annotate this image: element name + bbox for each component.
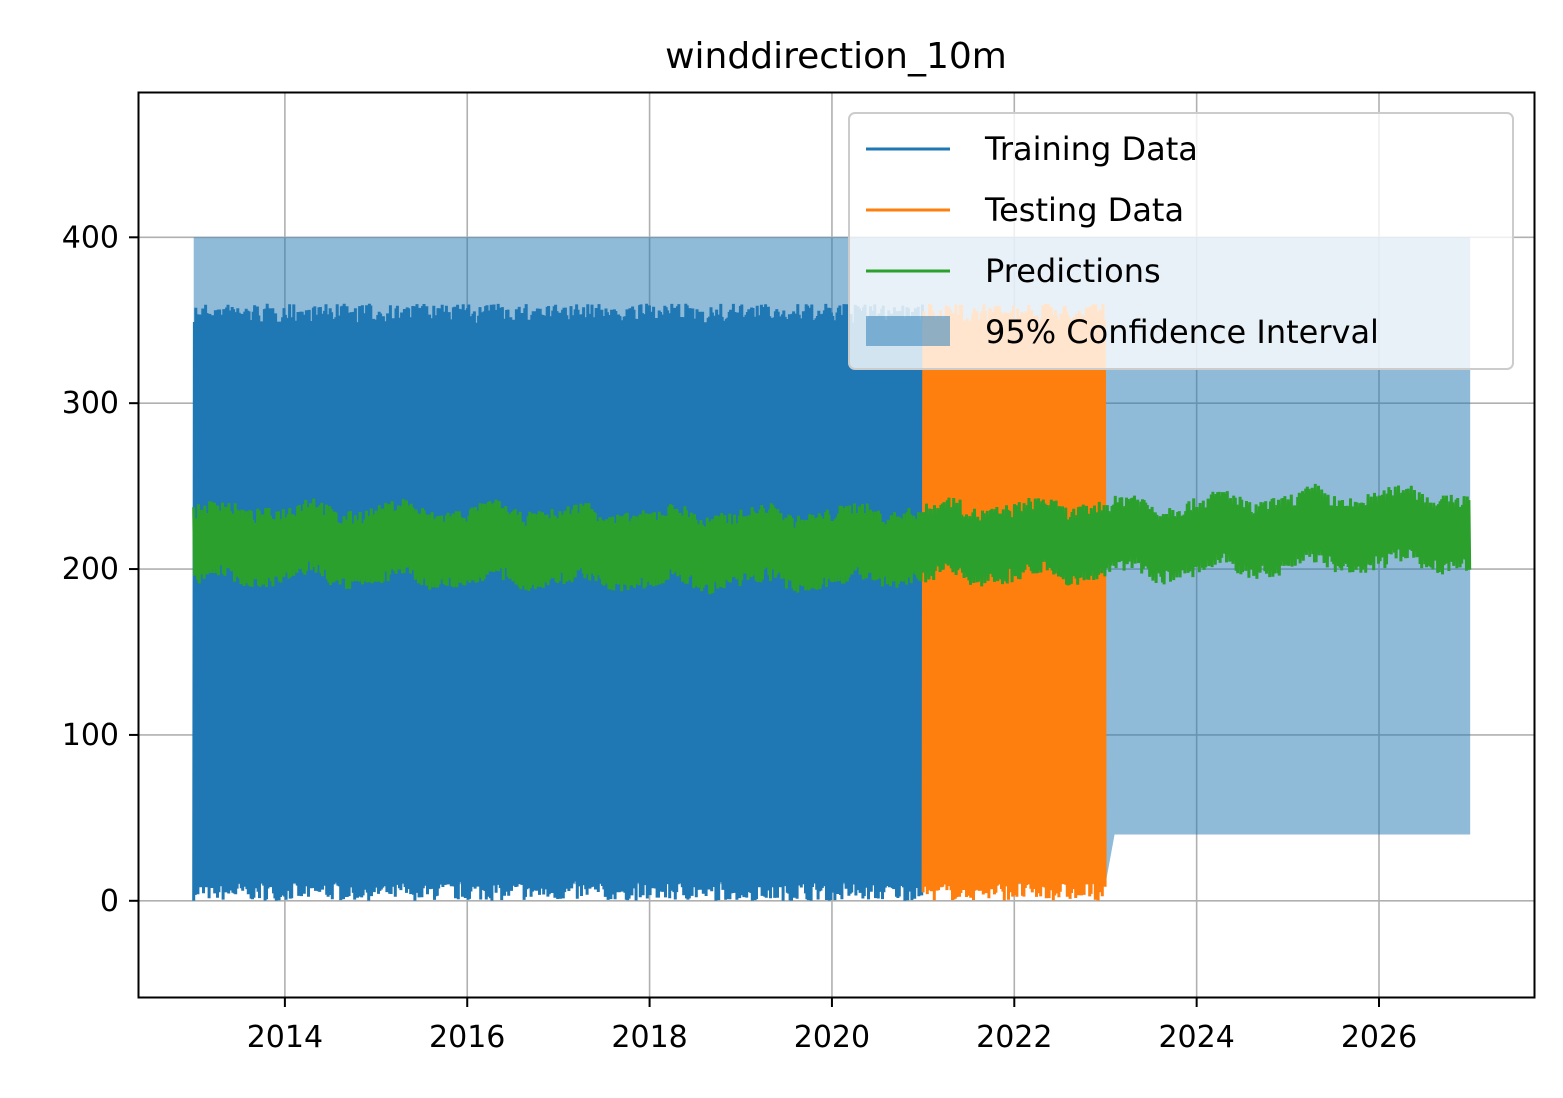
x-tick-label: 2020	[794, 1020, 870, 1055]
x-tick-label: 2016	[429, 1020, 505, 1055]
y-tick-label: 300	[62, 386, 119, 421]
legend: Training Data Testing Data Predictions 95% …	[848, 112, 1514, 370]
testing-data-line	[921, 303, 1107, 901]
x-tick-label: 2026	[1341, 1020, 1417, 1055]
x-tick-label: 2024	[1158, 1020, 1234, 1055]
y-tick-label: 200	[62, 552, 119, 587]
y-tick-label: 0	[100, 884, 119, 919]
series-lines	[192, 303, 1472, 901]
predictions-line	[192, 483, 1472, 595]
chart-title: winddirection_10m	[665, 36, 1007, 77]
legend-label: Training Data	[984, 130, 1198, 168]
legend-label: Testing Data	[984, 191, 1184, 229]
x-tick-label: 2018	[611, 1020, 687, 1055]
x-tick-label: 2022	[976, 1020, 1052, 1055]
legend-label: Predictions	[985, 252, 1161, 290]
plot-frame	[137, 91, 1536, 999]
y-tick-label: 100	[62, 718, 119, 753]
y-tick-label: 400	[62, 220, 119, 255]
legend-patch-swatch	[866, 316, 950, 346]
training-data-line	[192, 303, 925, 901]
legend-label: 95% Confidence Interval	[985, 313, 1379, 351]
x-tick-label: 2014	[247, 1020, 323, 1055]
legend-box	[848, 112, 1514, 370]
x-axis: 2014 2016 2018 2020 2022 2024 2026	[247, 997, 1417, 1055]
y-axis: 0 100 200 300 400	[62, 220, 139, 919]
